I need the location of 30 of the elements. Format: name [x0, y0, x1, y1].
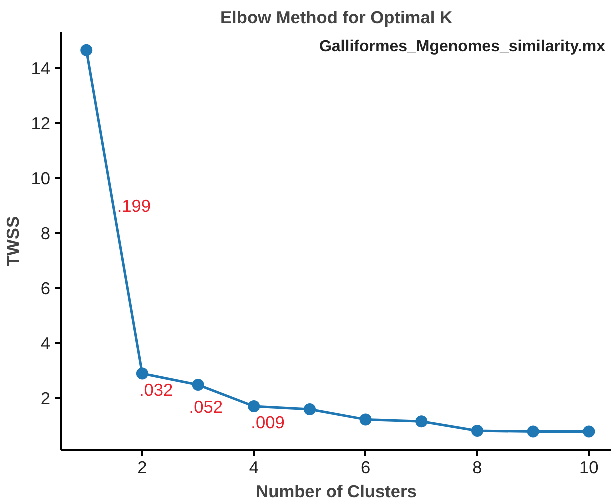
- y-tick-label: 4: [40, 333, 51, 354]
- point: [471, 424, 484, 437]
- annotation: .052: [189, 397, 224, 418]
- x-tick-label: 10: [580, 458, 599, 478]
- annotation: .199: [117, 196, 152, 216]
- x-tick-label: 6: [360, 458, 371, 478]
- y-tick-label: 2: [40, 388, 51, 408]
- point: [136, 368, 148, 380]
- point: [248, 400, 260, 412]
- y-tick-label: 8: [40, 223, 51, 244]
- point: [527, 426, 540, 438]
- x-tick-label: 8: [472, 458, 482, 478]
- annotation: .032: [139, 380, 174, 400]
- point: [80, 44, 93, 56]
- y-axis-title: TWSS: [3, 216, 24, 267]
- x-tick-label: 2: [138, 458, 148, 478]
- x-tick-label: 4: [249, 458, 260, 478]
- chart-title: Elbow Method for Optimal K: [220, 8, 453, 28]
- annotation: .009: [251, 412, 285, 432]
- point: [583, 426, 596, 438]
- y-tick-label: 12: [31, 113, 51, 134]
- chart-subtitle: Galliformes_Mgenomes_similarity.mx: [319, 38, 606, 56]
- y-tick-label: 10: [31, 168, 51, 188]
- point: [192, 379, 204, 392]
- y-tick-label: 14: [31, 58, 51, 78]
- y-tick-label: 6: [40, 278, 51, 298]
- point: [416, 416, 428, 428]
- point: [360, 414, 372, 426]
- point: [304, 404, 316, 416]
- x-axis-title: Number of Clusters: [256, 482, 417, 502]
